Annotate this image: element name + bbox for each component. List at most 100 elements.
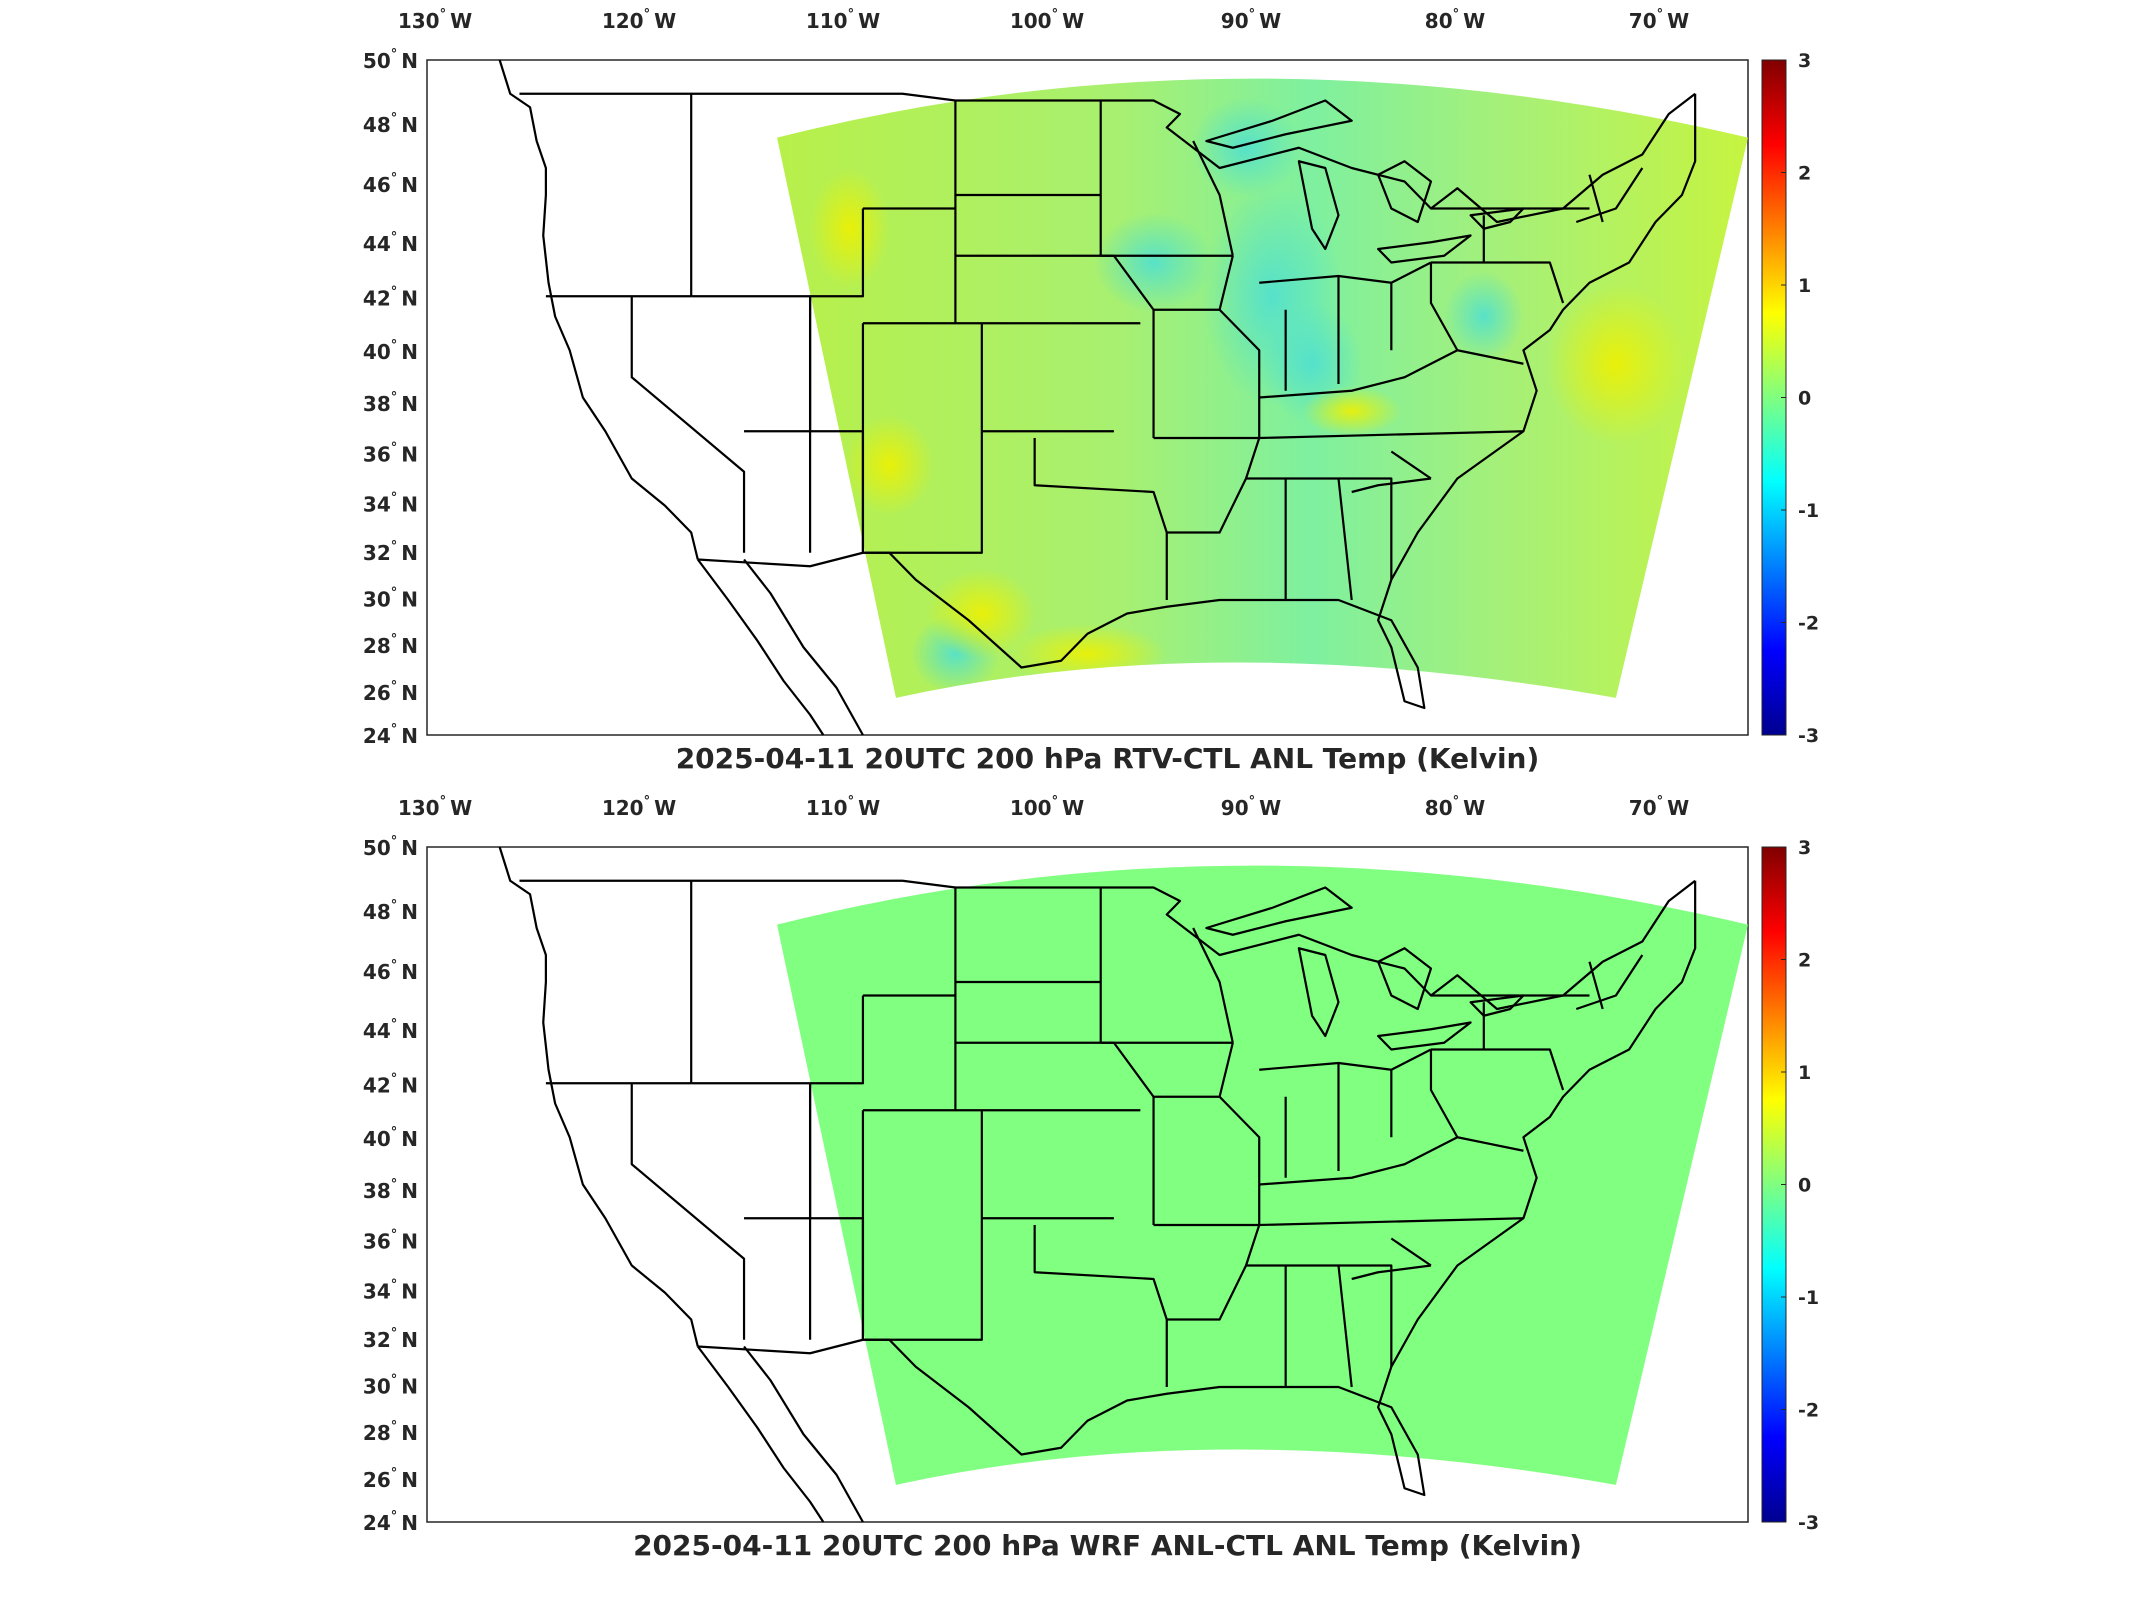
- lat-tick-label: 24° N: [363, 1509, 418, 1535]
- lon-tick-label: 120° W: [602, 794, 676, 820]
- map-boundaries: [498, 59, 1697, 736]
- state-boundary: [1166, 437, 1261, 534]
- lat-tick-label: 42° N: [363, 1072, 418, 1098]
- state-boundary: [861, 1110, 983, 1341]
- great-lake-outline: [1377, 234, 1472, 264]
- great-lake-outline: [1377, 947, 1433, 1011]
- lat-tick-label: 38° N: [363, 1177, 418, 1203]
- lon-tick-label: 110° W: [806, 7, 880, 33]
- lon-tick-label: 80° W: [1425, 7, 1485, 33]
- state-boundary: [1218, 255, 1234, 311]
- lat-tick-label: 38° N: [363, 390, 418, 416]
- colorbar-ticks: 3 2 1 0 -1 -2 -3: [1781, 50, 1819, 747]
- great-lake-outline: [1377, 160, 1433, 224]
- lon-tick-label: 110° W: [806, 794, 880, 820]
- state-boundary: [1429, 262, 1459, 351]
- state-boundary: [630, 1083, 746, 1340]
- lat-tick-label: 26° N: [363, 1466, 418, 1492]
- state-boundary: [861, 323, 983, 554]
- lat-tick-label: 40° N: [363, 1125, 418, 1151]
- temperature-difference-field: [777, 865, 1748, 1485]
- lon-tick-label: 100° W: [1010, 7, 1084, 33]
- state-boundary: [1429, 1049, 1459, 1138]
- lat-tick-label: 50° N: [363, 834, 418, 860]
- colorbar-tick-label: -3: [1798, 1512, 1819, 1534]
- baja-coastline: [696, 558, 825, 736]
- state-boundary: [1259, 261, 1432, 284]
- great-lake-outline: [1469, 994, 1525, 1017]
- state-boundary: [1218, 1042, 1234, 1098]
- lon-tick-label: 70° W: [1629, 7, 1689, 33]
- lat-tick-label: 34° N: [363, 1277, 418, 1303]
- colorbar-tick-label: -3: [1798, 725, 1819, 747]
- colorbar-tick-label: -2: [1798, 613, 1819, 635]
- lat-tick-label: 36° N: [363, 1228, 418, 1254]
- lat-tick-label: 46° N: [363, 171, 418, 197]
- lat-tick-label: 50° N: [363, 47, 418, 73]
- lat-tick-label: 44° N: [363, 230, 418, 256]
- great-lake-outline: [1469, 207, 1525, 230]
- map-boundaries: [498, 846, 1697, 1523]
- anomaly-blobs: [809, 97, 1686, 694]
- state-boundary: [1588, 174, 1604, 223]
- state-boundary: [1351, 477, 1432, 494]
- colorbar-tick-label: 1: [1798, 1062, 1811, 1084]
- lat-tick-label: 48° N: [363, 111, 418, 137]
- colorbar-tick-label: 2: [1798, 950, 1811, 972]
- state-boundary: [1390, 1237, 1432, 1267]
- gulf-atlantic-coastline: [697, 93, 1697, 710]
- colorbar-tick-label: 3: [1798, 837, 1811, 859]
- lat-tick-label: 36° N: [363, 441, 418, 467]
- panel-title: 2025-04-11 20UTC 200 hPa RTV-CTL ANL Tem…: [676, 742, 1540, 775]
- lat-tick-label: 32° N: [363, 1326, 418, 1352]
- state-boundary: [1390, 450, 1432, 480]
- west-coastline: [498, 59, 699, 560]
- great-lake-outline: [1297, 947, 1340, 1038]
- great-lake-outline: [1205, 886, 1353, 936]
- gulf-atlantic-coastline: [697, 880, 1697, 1497]
- state-boundary: [1575, 167, 1644, 224]
- state-boundary: [1259, 1136, 1524, 1186]
- lon-tick-label: 90° W: [1221, 7, 1281, 33]
- colorbar-tick-label: 2: [1798, 163, 1811, 185]
- state-boundary: [1338, 1264, 1393, 1367]
- longitude-labels: 130° W 120° W 110° W 100° W 90° W 80° W 70° W: [398, 7, 1689, 33]
- great-lake-outline: [1205, 99, 1353, 149]
- lat-tick-label: 24° N: [363, 722, 418, 748]
- lat-tick-label: 26° N: [363, 679, 418, 705]
- state-boundary: [1192, 927, 1234, 1043]
- west-coastline: [498, 846, 699, 1347]
- latitude-labels: 50° N 48° N 46° N 44° N 42° N 40° N 38° N 36° N 34° N 32° N…: [363, 47, 418, 748]
- state-boundary: [1259, 349, 1524, 399]
- lat-tick-label: 40° N: [363, 338, 418, 364]
- state-boundary: [1033, 438, 1168, 600]
- lat-tick-label: 34° N: [363, 490, 418, 516]
- lat-tick-label: 42° N: [363, 285, 418, 311]
- panel-title: 2025-04-11 20UTC 200 hPa WRF ANL-CTL ANL…: [633, 1529, 1582, 1562]
- lat-tick-label: 28° N: [363, 1419, 418, 1445]
- state-boundary: [1166, 1224, 1261, 1321]
- lon-tick-label: 80° W: [1425, 794, 1485, 820]
- colorbar-tick-label: 0: [1798, 1175, 1811, 1197]
- state-boundary: [810, 995, 865, 1085]
- gulf-of-california-coastline: [743, 558, 864, 736]
- state-boundary: [1338, 477, 1393, 580]
- state-boundary: [1430, 1048, 1565, 1091]
- map-panel-1: 50° N 48° N 46° N 44° N 42° N 40° N 38° N 36° N 34° N 32° N…: [363, 7, 1819, 775]
- colorbar-tick-label: 1: [1798, 275, 1811, 297]
- state-boundary: [1588, 961, 1604, 1010]
- lon-tick-label: 70° W: [1629, 794, 1689, 820]
- lat-tick-label: 32° N: [363, 539, 418, 565]
- lat-tick-label: 30° N: [363, 1373, 418, 1399]
- lat-tick-label: 28° N: [363, 632, 418, 658]
- longitude-labels: 130° W 120° W 110° W 100° W 90° W 80° W 70° W: [398, 794, 1689, 820]
- state-boundary: [1259, 430, 1524, 440]
- state-boundary: [810, 208, 865, 298]
- state-boundary: [1192, 140, 1234, 256]
- lon-tick-label: 130° W: [398, 794, 472, 820]
- colorbar-tick-label: 0: [1798, 388, 1811, 410]
- lat-tick-label: 44° N: [363, 1017, 418, 1043]
- lat-tick-label: 46° N: [363, 958, 418, 984]
- map-panel-2: 50° N 48° N 46° N 44° N 42° N 40° N 38° N 36° N 34° N 32° N…: [363, 794, 1819, 1562]
